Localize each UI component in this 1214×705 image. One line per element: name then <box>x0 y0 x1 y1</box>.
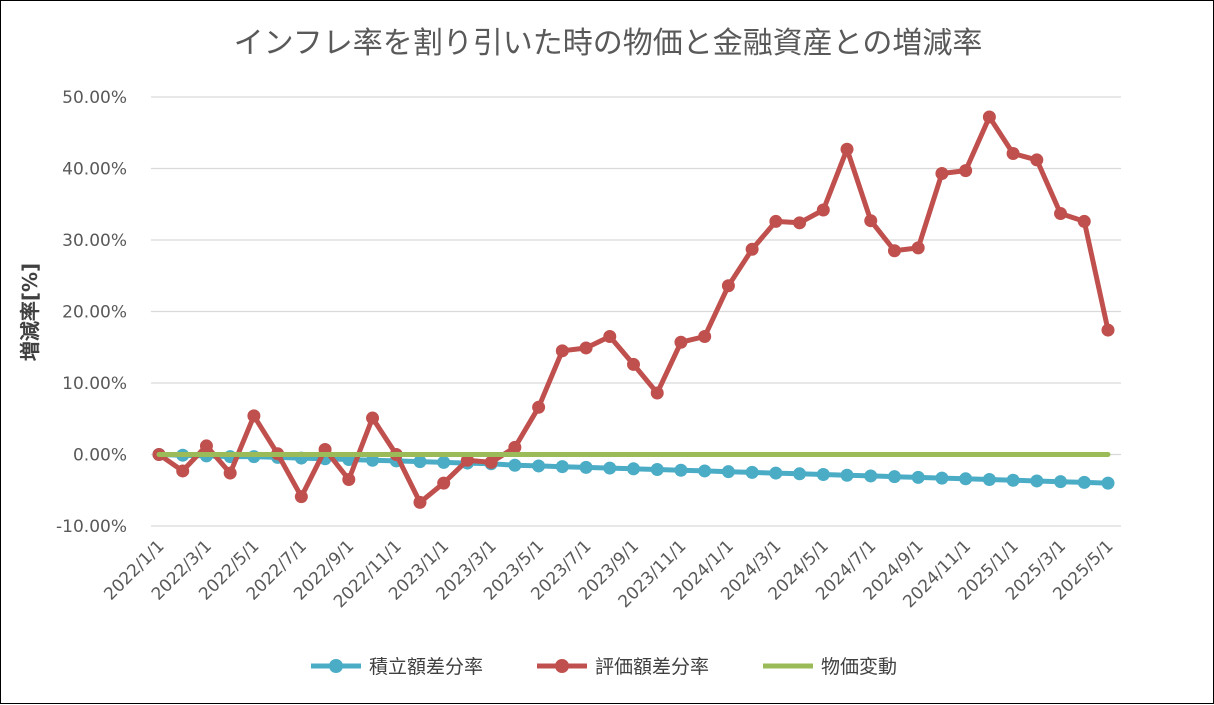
data-point <box>935 471 949 485</box>
y-tick-label: 50.00% <box>62 88 127 108</box>
data-point <box>816 203 830 217</box>
series-layer <box>152 110 1115 509</box>
data-point <box>294 490 308 504</box>
data-point <box>959 472 973 486</box>
x-axis-ticks: 2022/1/12022/3/12022/5/12022/7/12022/9/1… <box>100 536 1117 612</box>
data-point <box>982 473 996 487</box>
data-point <box>1054 207 1068 221</box>
series-2 <box>152 110 1115 509</box>
data-point <box>650 386 664 400</box>
data-point <box>864 214 878 228</box>
data-point <box>1054 475 1068 489</box>
data-point <box>532 459 546 473</box>
y-tick-label: 30.00% <box>62 231 127 251</box>
data-point <box>627 462 640 476</box>
y-tick-label: -10.00% <box>56 517 127 537</box>
data-point <box>745 242 759 256</box>
data-point <box>959 164 973 178</box>
data-point <box>982 110 996 124</box>
data-point <box>864 469 878 483</box>
data-point <box>769 214 783 228</box>
data-point <box>698 464 712 478</box>
y-axis-label: 増減率[%] <box>18 263 42 361</box>
data-point <box>1077 475 1091 489</box>
data-point <box>603 461 617 475</box>
data-point <box>698 330 712 344</box>
data-point <box>413 455 427 469</box>
data-point <box>745 465 759 479</box>
data-point <box>1006 146 1020 160</box>
data-point <box>199 439 213 453</box>
data-point <box>840 142 854 156</box>
y-tick-label: 20.00% <box>62 303 127 323</box>
data-point <box>793 467 807 481</box>
data-point <box>1101 476 1115 490</box>
legend-label: 積立額差分率 <box>369 656 483 678</box>
data-point <box>437 455 451 469</box>
data-point <box>342 473 356 487</box>
data-point <box>247 409 261 423</box>
data-point <box>793 216 807 230</box>
y-tick-label: 10.00% <box>62 374 127 394</box>
data-point <box>508 458 522 472</box>
legend-item: 評価額差分率 <box>537 656 709 678</box>
data-point <box>674 463 688 477</box>
data-point <box>911 241 925 255</box>
data-point <box>721 279 735 293</box>
data-point <box>721 465 735 479</box>
data-point <box>484 455 498 469</box>
data-point <box>1101 323 1115 337</box>
chart-title: インフレ率を割り引いた時の物価と金融資産との増減率 <box>234 26 983 61</box>
y-axis-ticks: -10.00% 0.00% 10.00% 20.00% 30.00% 40.00% 50.0… <box>56 88 127 537</box>
data-point <box>437 476 451 490</box>
legend-item: 物価変動 <box>763 656 897 678</box>
data-point <box>769 466 783 480</box>
data-point <box>603 330 617 344</box>
data-point <box>1006 473 1020 487</box>
data-point <box>555 460 569 474</box>
legend: 積立額差分率 評価額差分率 物価変動 <box>311 656 897 678</box>
data-point <box>1077 214 1091 228</box>
data-point <box>1030 474 1044 488</box>
data-point <box>887 244 901 258</box>
data-point <box>176 464 190 478</box>
data-point <box>413 495 427 509</box>
data-point <box>840 468 854 482</box>
data-point <box>532 400 546 414</box>
data-point <box>223 466 237 480</box>
data-point <box>366 411 380 425</box>
legend-marker <box>329 659 343 673</box>
legend-label: 物価変動 <box>821 656 897 678</box>
legend-marker <box>555 659 569 673</box>
data-point <box>935 167 949 181</box>
data-point <box>555 344 569 358</box>
data-point <box>816 468 830 482</box>
data-point <box>674 335 688 349</box>
y-tick-label: 0.00% <box>73 446 127 466</box>
data-point <box>887 470 901 484</box>
data-point <box>508 440 522 454</box>
legend-item: 積立額差分率 <box>311 656 483 678</box>
y-tick-label: 40.00% <box>62 160 127 180</box>
data-point <box>1030 153 1044 167</box>
data-point <box>579 460 593 474</box>
data-point <box>627 357 640 371</box>
data-point <box>650 463 664 477</box>
data-point <box>911 470 925 484</box>
data-point <box>579 341 593 355</box>
legend-label: 評価額差分率 <box>595 656 709 678</box>
